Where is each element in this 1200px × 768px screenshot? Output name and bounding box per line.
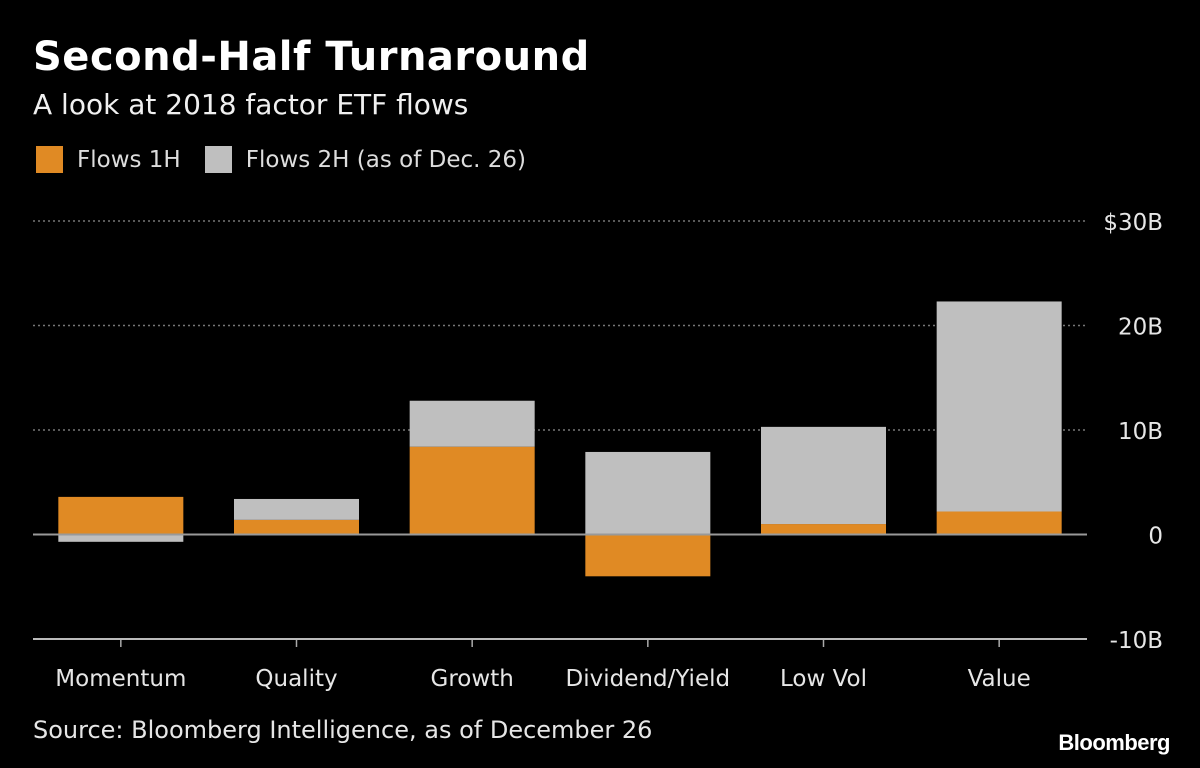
bar-flows-2h — [58, 534, 184, 542]
legend-swatch-orange — [36, 146, 63, 173]
x-tick-label: Low Vol — [780, 666, 867, 692]
chart-title: Second-Half Turnaround — [33, 34, 590, 80]
bar-flows-1h — [409, 446, 535, 535]
y-tick-label: -10B — [1110, 628, 1163, 654]
bar-flows-1h — [58, 496, 184, 535]
bar-flows-2h — [234, 498, 359, 520]
bar-flows-2h — [409, 400, 535, 447]
legend: Flows 1H Flows 2H (as of Dec. 26) — [36, 146, 550, 173]
bar-flows-1h — [234, 519, 359, 535]
y-tick-label: $30B — [1103, 210, 1163, 236]
bar-flows-1h — [585, 534, 711, 577]
chart-subtitle: A look at 2018 factor ETF flows — [33, 88, 469, 121]
x-tick-label: Growth — [431, 666, 514, 692]
bar-flows-2h — [761, 426, 886, 525]
legend-swatch-gray — [204, 146, 232, 173]
bar-flows-2h — [936, 301, 1062, 512]
x-tick-label: Value — [968, 666, 1031, 692]
bloomberg-logo: Bloomberg — [1058, 730, 1170, 755]
legend-item-flows-1h: Flows 1H — [36, 146, 181, 173]
x-tick-label: Quality — [255, 666, 337, 692]
bar-flows-1h — [761, 524, 886, 535]
bar-flows-1h — [936, 511, 1062, 535]
x-tick-label: Momentum — [55, 666, 186, 692]
y-tick-label: 20B — [1118, 315, 1163, 341]
x-tick-label: Dividend/Yield — [566, 666, 731, 692]
source-note: Source: Bloomberg Intelligence, as of De… — [33, 716, 653, 744]
y-tick-label: 0 — [1148, 524, 1163, 550]
legend-label: Flows 2H (as of Dec. 26) — [245, 146, 526, 173]
legend-item-flows-2h: Flows 2H (as of Dec. 26) — [204, 146, 526, 173]
y-tick-label: 10B — [1118, 419, 1163, 445]
legend-label: Flows 1H — [77, 146, 181, 173]
bar-flows-2h — [585, 451, 711, 535]
